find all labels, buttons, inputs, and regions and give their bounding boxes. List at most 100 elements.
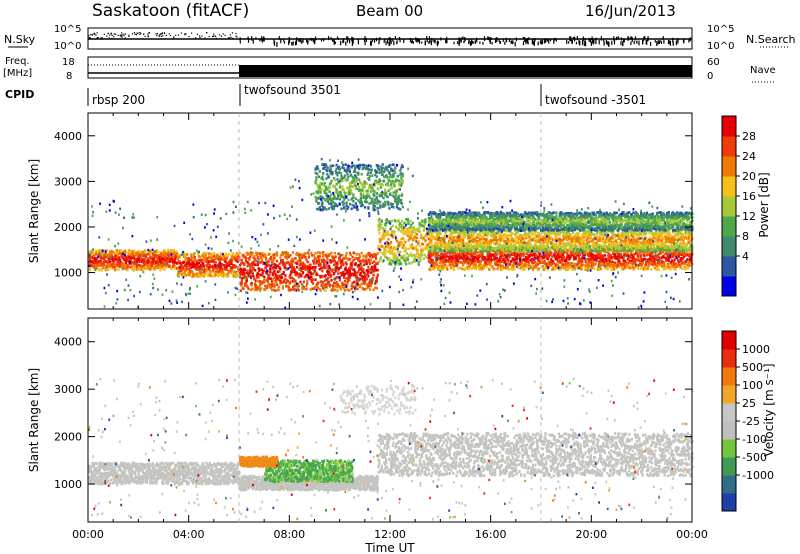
power-cell [298, 257, 301, 260]
power-cell [357, 259, 360, 262]
power-cell [260, 287, 263, 290]
nsky-sample [88, 37, 90, 39]
power-cell [332, 286, 335, 290]
power-cell [312, 282, 315, 285]
power-cell [388, 220, 391, 223]
nsky-sample [213, 35, 215, 37]
power-cell [666, 264, 669, 267]
power-cell [192, 264, 196, 267]
power-cell [182, 266, 185, 269]
nsky-sample [526, 38, 528, 43]
nsky-sample [261, 38, 263, 43]
power-cell [443, 246, 446, 249]
power-cell [375, 287, 378, 290]
power-cell [218, 255, 221, 258]
power-cell [513, 251, 516, 255]
station-title: Saskatoon (fitACF) [92, 1, 249, 21]
nsky-sample [147, 33, 149, 35]
nsky-sample [499, 41, 502, 44]
power-cell [510, 253, 513, 256]
nsky-sample [542, 40, 544, 44]
power-cell [378, 221, 381, 224]
power-cell [301, 271, 305, 275]
power-cell [220, 267, 223, 270]
power-cell [296, 271, 299, 275]
nsky-sample [409, 38, 411, 43]
power-cell [351, 255, 354, 259]
power-cell [608, 266, 612, 269]
power-cell [93, 255, 96, 259]
power-cell [563, 259, 566, 263]
nsky-sample [165, 34, 167, 37]
power-cell [424, 239, 427, 243]
power-cell [373, 269, 376, 272]
power-cell [520, 261, 524, 265]
power-cell [531, 261, 534, 265]
power-cell [344, 261, 347, 264]
power-cell [254, 259, 258, 263]
power-cell [513, 263, 516, 267]
power-cell [619, 261, 622, 264]
power-cell [560, 266, 563, 269]
power-cell [543, 256, 546, 259]
power-cell [269, 283, 272, 287]
power-cell [218, 263, 222, 266]
power-cell [365, 254, 368, 258]
power-cell [588, 257, 591, 261]
power-cell [131, 250, 134, 253]
power-cell [576, 267, 579, 270]
power-cell [456, 236, 459, 240]
power-cell [254, 258, 257, 261]
power-cell [359, 271, 362, 275]
power-cell [121, 264, 124, 267]
nsky-sample [123, 35, 125, 37]
power-cell [383, 231, 386, 235]
power-cell [279, 278, 282, 281]
power-cell [165, 256, 168, 260]
power-cell [250, 282, 253, 285]
nsky-sample [416, 38, 418, 43]
power-cell [368, 261, 371, 264]
power-cell [553, 247, 556, 251]
power-cell [421, 224, 424, 227]
nsky-sample [340, 40, 342, 46]
nsky-sample [158, 35, 160, 37]
power-cell [623, 254, 626, 257]
power-cell [444, 254, 447, 257]
power-cell [335, 280, 338, 284]
power-cell [328, 267, 331, 270]
power-cell [444, 265, 447, 269]
power-cell [367, 270, 370, 274]
power-cell [285, 285, 288, 288]
nsky-sample [252, 39, 254, 44]
power-cell [665, 248, 668, 251]
power-cell [505, 256, 508, 260]
power-cell [195, 259, 198, 263]
power-cell [258, 261, 261, 264]
power-cell [467, 261, 470, 265]
power-cell [394, 219, 397, 223]
power-cell [613, 250, 616, 254]
power-cell [377, 247, 380, 251]
power-cell [339, 266, 342, 269]
power-cell [213, 252, 216, 255]
power-cell [361, 260, 364, 263]
power-cell [626, 252, 629, 255]
power-cell [436, 249, 439, 253]
power-cell [127, 258, 130, 261]
power-cell [661, 250, 664, 253]
power-cell [379, 223, 383, 226]
power-cell [344, 256, 347, 260]
power-cell [353, 289, 357, 292]
power-cell [400, 237, 403, 241]
power-cell [501, 264, 504, 268]
nsky-sample [568, 41, 570, 44]
power-cell [300, 274, 303, 278]
power-cell [402, 238, 405, 241]
power-cell [393, 245, 396, 249]
nsky-sample [139, 32, 141, 34]
power-cell [397, 220, 400, 224]
power-cell [221, 263, 224, 267]
power-cell [148, 264, 151, 268]
power-cell [278, 262, 281, 265]
